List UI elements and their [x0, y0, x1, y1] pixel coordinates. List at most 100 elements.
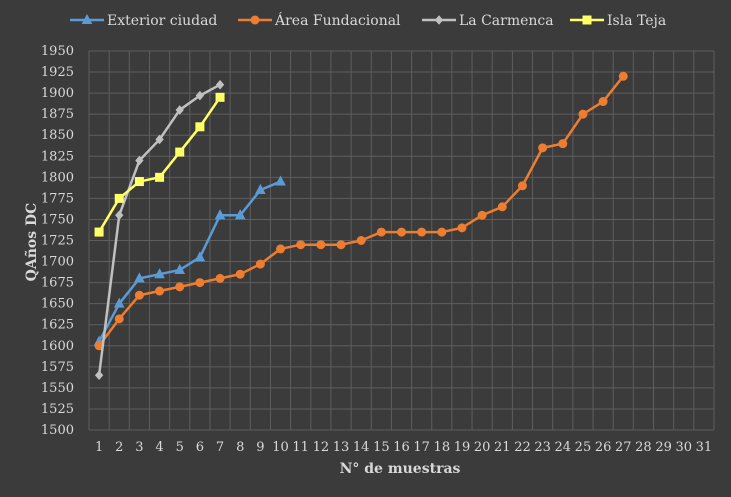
y-tick-label: 1700 [41, 255, 74, 270]
legend-marker [250, 15, 260, 25]
x-tick-label: 8 [236, 440, 244, 455]
y-tick-labels: 1500 1525 1550 1575 1600 1625 1650 1675 1700 1725… [41, 44, 74, 438]
data-point-exterior-ciudad [234, 209, 246, 220]
x-tick-label: 4 [155, 440, 163, 455]
data-point-area-fundacional [437, 227, 447, 237]
data-point-isla-teja [175, 147, 185, 157]
data-point-area-fundacional [497, 202, 507, 212]
data-point-exterior-ciudad [214, 209, 226, 220]
x-tick-labels: 1 2 3 4 5 6 7 8 9 10 11 12 13 14 15 16 17 18 19 20 21 22 23 24 2… [95, 440, 712, 455]
legend-entry-exterior-ciudad: Exterior ciudad [70, 13, 217, 29]
x-tick-label: 27 [615, 440, 632, 455]
data-point-area-fundacional [558, 139, 568, 149]
data-point-area-fundacional [215, 273, 225, 283]
y-tick-label: 1625 [41, 318, 74, 333]
x-tick-label: 5 [176, 440, 184, 455]
y-tick-label: 1850 [41, 128, 74, 143]
y-tick-label: 1550 [41, 381, 74, 396]
legend-entry-isla-teja: Isla Teja [570, 13, 666, 29]
data-point-isla-teja [215, 92, 225, 102]
series-group [93, 71, 628, 381]
data-point-area-fundacional [316, 240, 326, 250]
data-point-la-carmenca [115, 210, 124, 220]
data-point-area-fundacional [417, 227, 427, 237]
data-point-exterior-ciudad [255, 183, 266, 194]
legend-label: La Carmenca [459, 13, 554, 29]
data-point-area-fundacional [397, 227, 406, 237]
data-point-area-fundacional [336, 240, 346, 250]
legend-entry-area-fundacional: Área Fundacional [238, 11, 401, 29]
x-tick-label: 1 [95, 440, 103, 455]
x-tick-label: 24 [555, 440, 572, 455]
x-tick-label: 11 [292, 440, 309, 455]
series-la-carmenca [94, 79, 225, 381]
x-tick-label: 3 [135, 440, 143, 455]
x-tick-label: 30 [675, 440, 692, 455]
data-point-area-fundacional [175, 282, 185, 292]
y-tick-label: 1675 [41, 276, 74, 291]
x-tick-label: 20 [474, 440, 491, 455]
y-tick-label: 1950 [41, 44, 74, 59]
y-tick-label: 1750 [41, 212, 74, 227]
data-point-isla-teja [155, 172, 165, 182]
data-point-area-fundacional [235, 269, 245, 279]
data-point-area-fundacional [296, 240, 306, 250]
legend-label: Exterior ciudad [107, 13, 217, 29]
data-point-exterior-ciudad [134, 272, 145, 283]
data-point-isla-teja [114, 193, 124, 203]
legend-marker [81, 13, 93, 24]
series-isla-teja [94, 92, 225, 237]
x-tick-label: 17 [413, 440, 430, 455]
x-tick-label: 10 [272, 440, 289, 455]
legend-entry-la-carmenca: La Carmenca [422, 13, 554, 29]
y-tick-label: 1600 [41, 339, 74, 354]
y-tick-label: 1650 [41, 297, 74, 312]
y-tick-label: 1825 [41, 149, 74, 164]
x-tick-label: 9 [256, 440, 264, 455]
y-tick-label: 1925 [41, 65, 74, 80]
data-point-exterior-ciudad [154, 268, 165, 279]
x-tick-label: 19 [454, 440, 471, 455]
data-point-la-carmenca [155, 134, 164, 145]
x-tick-label: 6 [196, 440, 204, 455]
data-point-exterior-ciudad [194, 251, 206, 262]
data-point-exterior-ciudad [275, 175, 286, 186]
x-tick-label: 13 [333, 440, 350, 455]
y-tick-label: 1800 [41, 170, 74, 185]
legend-marker [434, 15, 444, 25]
x-axis-title: N° de muestras [340, 461, 461, 477]
series-line-isla-teja [98, 96, 222, 233]
data-point-la-carmenca [215, 79, 225, 90]
data-point-la-carmenca [135, 155, 144, 166]
series-area-fundacional [94, 71, 628, 351]
series-line-area-fundacional [98, 75, 625, 347]
data-point-area-fundacional [255, 259, 265, 269]
data-point-area-fundacional [517, 181, 527, 191]
y-axis-title: QAños DC [23, 203, 40, 282]
x-tick-label: 15 [373, 440, 390, 455]
x-tick-label: 18 [434, 440, 451, 455]
y-tick-label: 1500 [41, 423, 74, 438]
data-point-area-fundacional [155, 286, 165, 296]
x-tick-label: 2 [115, 440, 123, 455]
data-point-isla-teja [195, 122, 205, 132]
data-point-area-fundacional [477, 210, 487, 220]
y-tick-label: 1525 [41, 402, 74, 417]
data-point-area-fundacional [376, 227, 386, 237]
x-tick-label: 26 [595, 440, 612, 455]
legend-label: Isla Teja [607, 13, 666, 29]
legend-marker [582, 15, 592, 25]
data-point-area-fundacional [618, 71, 628, 81]
x-tick-label: 7 [216, 440, 224, 455]
data-point-area-fundacional [538, 143, 548, 153]
data-point-exterior-ciudad [174, 263, 186, 274]
x-tick-label: 31 [696, 440, 713, 455]
legend: Exterior ciudad Área Fundacional La Carmen… [70, 11, 666, 29]
x-tick-label: 29 [655, 440, 672, 455]
data-point-la-carmenca [175, 105, 184, 115]
x-tick-label: 22 [514, 440, 531, 455]
y-tick-label: 1875 [41, 107, 74, 122]
data-point-area-fundacional [457, 223, 467, 233]
data-point-area-fundacional [276, 244, 286, 254]
data-point-la-carmenca [195, 90, 205, 101]
